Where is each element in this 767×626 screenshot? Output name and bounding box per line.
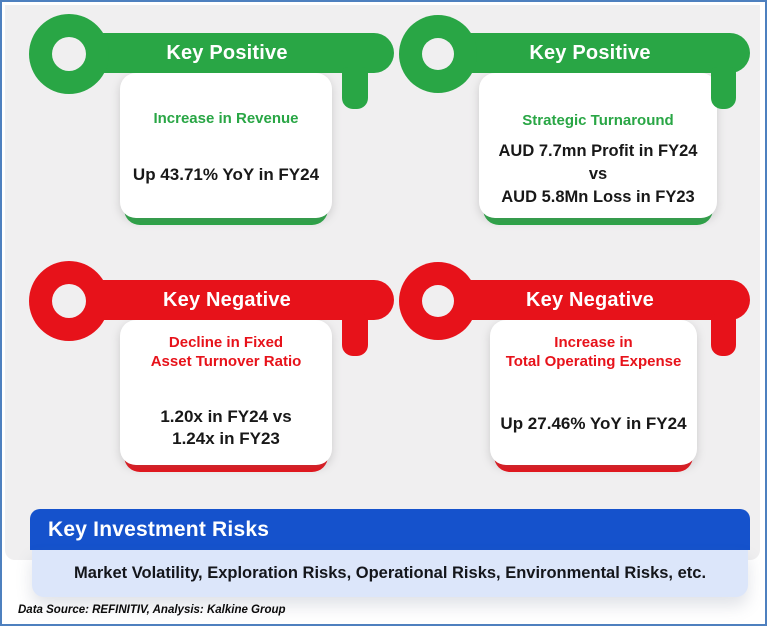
key-sentiment-label: Key Positive <box>166 41 288 64</box>
key-bow-icon <box>29 261 109 341</box>
insight-detail-line: 1.24x in FY23 <box>172 429 280 448</box>
key-tooth-icon <box>711 67 736 109</box>
insight-title-line: Increase in <box>554 334 633 351</box>
insight-detail-line: Up 27.46% YoY in FY24 <box>500 414 687 433</box>
key-negative-card-operating-expense: Key Negative Increase in Total Operating… <box>398 261 752 476</box>
insight-detail: AUD 7.7mn Profit in FY24 vs AUD 5.8Mn Lo… <box>479 140 717 209</box>
key-insight-card: Decline in Fixed Asset Turnover Ratio 1.… <box>120 320 332 465</box>
data-source-note: Data Source: REFINITIV, Analysis: Kalkin… <box>18 604 286 616</box>
insight-title: Strategic Turnaround <box>479 111 717 130</box>
key-positive-card-revenue: Key Positive Increase in Revenue Up 43.7… <box>27 14 397 229</box>
insight-detail: Up 43.71% YoY in FY24 <box>120 164 332 186</box>
insight-title-line: Decline in Fixed <box>168 334 284 351</box>
insight-detail: Up 27.46% YoY in FY24 <box>490 413 697 435</box>
insight-title: Decline in Fixed Asset Turnover Ratio <box>120 333 332 371</box>
insight-title-line: Increase in Revenue <box>153 110 299 127</box>
insight-detail: 1.20x in FY24 vs 1.24x in FY23 <box>120 406 332 450</box>
key-sentiment-label: Key Negative <box>162 288 291 311</box>
key-shaft-banner: Key Negative <box>430 280 750 320</box>
insight-detail-line: AUD 5.8Mn Loss in FY23 <box>501 188 695 206</box>
key-positive-card-turnaround: Key Positive Strategic Turnaround AUD 7.… <box>398 14 752 229</box>
key-sentiment-label: Key Negative <box>525 288 654 311</box>
insight-detail-line: Up 43.71% YoY in FY24 <box>132 165 320 184</box>
insight-title-line: Total Operating Expense <box>505 353 682 370</box>
key-tooth-icon <box>711 314 736 356</box>
key-tooth-icon <box>342 67 368 109</box>
risks-heading: Key Investment Risks <box>48 517 270 541</box>
insight-title: Increase in Revenue <box>120 109 332 128</box>
key-bow-icon <box>399 15 477 93</box>
key-insight-card: Increase in Total Operating Expense Up 2… <box>490 320 697 465</box>
key-shaft-banner: Key Positive <box>60 33 394 73</box>
insight-detail-line: 1.20x in FY24 vs <box>160 407 292 426</box>
insight-title-line: Asset Turnover Ratio <box>150 353 302 370</box>
key-tooth-icon <box>342 314 368 356</box>
insight-title: Increase in Total Operating Expense <box>490 333 697 371</box>
key-insight-card: Increase in Revenue Up 43.71% YoY in FY2… <box>120 73 332 218</box>
key-shaft-banner: Key Positive <box>430 33 750 73</box>
risks-list-text: Market Volatility, Exploration Risks, Op… <box>73 564 707 582</box>
key-bow-icon <box>399 262 477 340</box>
key-insight-card: Strategic Turnaround AUD 7.7mn Profit in… <box>479 73 717 218</box>
insight-detail-line: vs <box>588 165 608 183</box>
key-bow-icon <box>29 14 109 94</box>
key-negative-card-asset-turnover: Key Negative Decline in Fixed Asset Turn… <box>27 261 397 476</box>
insight-title-line: Strategic Turnaround <box>522 112 674 129</box>
risks-header-bar: Key Investment Risks <box>30 509 750 550</box>
insight-detail-line: AUD 7.7mn Profit in FY24 <box>498 142 698 160</box>
key-shaft-banner: Key Negative <box>60 280 394 320</box>
key-sentiment-label: Key Positive <box>529 41 651 64</box>
risks-panel: Market Volatility, Exploration Risks, Op… <box>32 550 748 597</box>
